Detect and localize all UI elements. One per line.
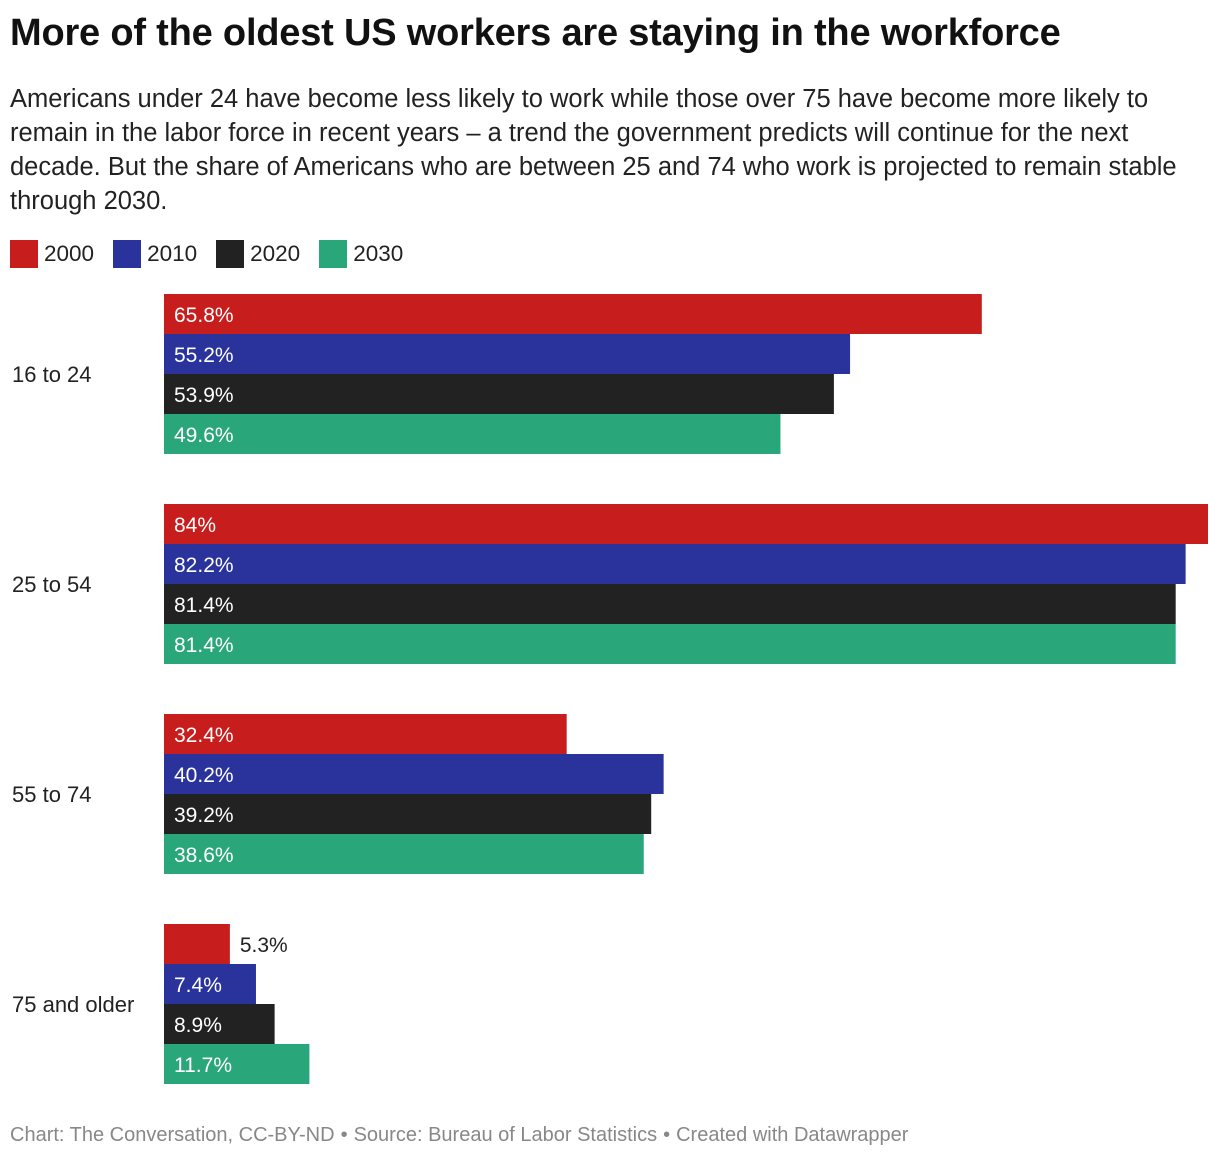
- bar-group: 16 to 24 65.8% 55.2% 53.9% 49.6%: [12, 294, 982, 454]
- bar: [164, 584, 1176, 624]
- legend-label: 2020: [250, 241, 301, 266]
- data-label: 49.6%: [174, 424, 234, 447]
- data-label: 5.3%: [240, 934, 288, 957]
- bar: [164, 374, 834, 414]
- data-label: 53.9%: [174, 384, 234, 407]
- data-label: 82.2%: [174, 554, 234, 577]
- bar: [164, 714, 567, 754]
- footer-tool: Created with Datawrapper: [676, 1124, 909, 1146]
- legend-label: 2030: [353, 241, 404, 266]
- data-label: 39.2%: [174, 804, 234, 827]
- category-label: 55 to 74: [12, 782, 92, 807]
- bar: [164, 1044, 310, 1084]
- data-label: 81.4%: [174, 634, 234, 657]
- data-label: 81.4%: [174, 594, 234, 617]
- bar: [164, 504, 1208, 544]
- bar: [164, 334, 851, 374]
- legend-item-2000: 2000: [10, 240, 94, 268]
- bar-group: 25 to 54 84% 82.2% 81.4% 81.4%: [12, 504, 1208, 664]
- legend-swatch: [319, 240, 348, 268]
- data-label: 7.4%: [174, 974, 222, 997]
- bar: [164, 1004, 275, 1044]
- footer-separator: •: [663, 1124, 671, 1146]
- bar: [164, 294, 982, 334]
- data-label: 11.7%: [174, 1054, 232, 1077]
- chart-subtitle: Americans under 24 have become less like…: [10, 85, 1177, 215]
- bar: [164, 794, 652, 834]
- legend: 2000 2010 2020 2030: [10, 239, 422, 269]
- bar: [164, 544, 1186, 584]
- legend-label: 2000: [44, 241, 95, 266]
- bar-chart: 16 to 24 65.8% 55.2% 53.9% 49.6% 25 to 54 84% 8…: [12, 294, 1208, 1084]
- legend-swatch: [216, 240, 245, 268]
- footer-credit: Chart: The Conversation, CC-BY-ND: [10, 1124, 335, 1146]
- category-label: 75 and older: [12, 992, 134, 1017]
- bar: [164, 414, 781, 454]
- legend-item-2010: 2010: [113, 240, 197, 268]
- category-label: 16 to 24: [12, 362, 92, 387]
- legend-swatch: [10, 240, 38, 268]
- footer: Chart: The Conversation, CC-BY-ND • Source…: [10, 1124, 908, 1147]
- data-label: 38.6%: [174, 844, 234, 867]
- bar: [164, 754, 664, 794]
- footer-source: Source: Bureau of Labor Statistics: [353, 1124, 658, 1146]
- legend-item-2020: 2020: [216, 240, 300, 268]
- legend-label: 2010: [147, 241, 198, 266]
- bar: [164, 924, 230, 964]
- bar: [164, 834, 644, 874]
- category-label: 25 to 54: [12, 572, 92, 597]
- data-label: 55.2%: [174, 344, 234, 367]
- data-label: 65.8%: [174, 304, 234, 327]
- data-label: 40.2%: [174, 764, 234, 787]
- bar: [164, 624, 1176, 664]
- legend-swatch: [113, 240, 142, 268]
- bar: [164, 964, 256, 1004]
- bar-group: 55 to 74 32.4% 40.2% 39.2% 38.6%: [12, 714, 664, 874]
- chart-title: More of the oldest US workers are stayin…: [10, 12, 1061, 54]
- data-label: 8.9%: [174, 1014, 222, 1037]
- data-label: 32.4%: [174, 724, 234, 747]
- legend-item-2030: 2030: [319, 240, 403, 268]
- footer-separator: •: [340, 1124, 348, 1146]
- data-label: 84%: [174, 514, 216, 537]
- bar-group: 75 and older 5.3% 7.4% 8.9% 11.7%: [12, 924, 310, 1084]
